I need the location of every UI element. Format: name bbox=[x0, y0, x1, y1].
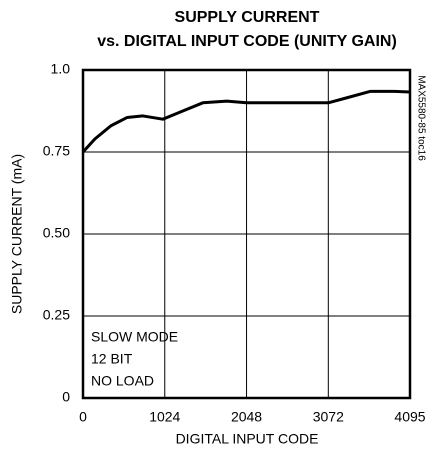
y-tick-label: 0.50 bbox=[43, 225, 70, 241]
chart-subtitle: vs. DIGITAL INPUT CODE (UNITY GAIN) bbox=[97, 33, 397, 50]
y-tick-label: 0 bbox=[62, 389, 70, 405]
chart-title: SUPPLY CURRENT bbox=[175, 9, 320, 26]
annotation: 12 BIT bbox=[91, 351, 133, 367]
plot-frame bbox=[81, 68, 412, 400]
side-note: MAX5580-85 toc16 bbox=[415, 75, 426, 161]
x-tick-label: 2048 bbox=[231, 409, 262, 425]
y-tick-label: 1.0 bbox=[51, 61, 71, 77]
x-axis-label: DIGITAL INPUT CODE bbox=[176, 431, 319, 447]
y-axis-label: SUPPLY CURRENT (mA) bbox=[9, 154, 25, 314]
y-tick-label: 0.75 bbox=[43, 143, 70, 159]
x-tick-label: 4095 bbox=[394, 409, 425, 425]
y-tick-label: 0.25 bbox=[43, 307, 70, 323]
x-tick-label: 3072 bbox=[313, 409, 344, 425]
x-tick-label: 0 bbox=[79, 409, 87, 425]
annotation: SLOW MODE bbox=[91, 329, 178, 345]
annotation: NO LOAD bbox=[91, 373, 154, 389]
data-line bbox=[81, 89, 411, 154]
x-tick-label: 1024 bbox=[149, 409, 180, 425]
